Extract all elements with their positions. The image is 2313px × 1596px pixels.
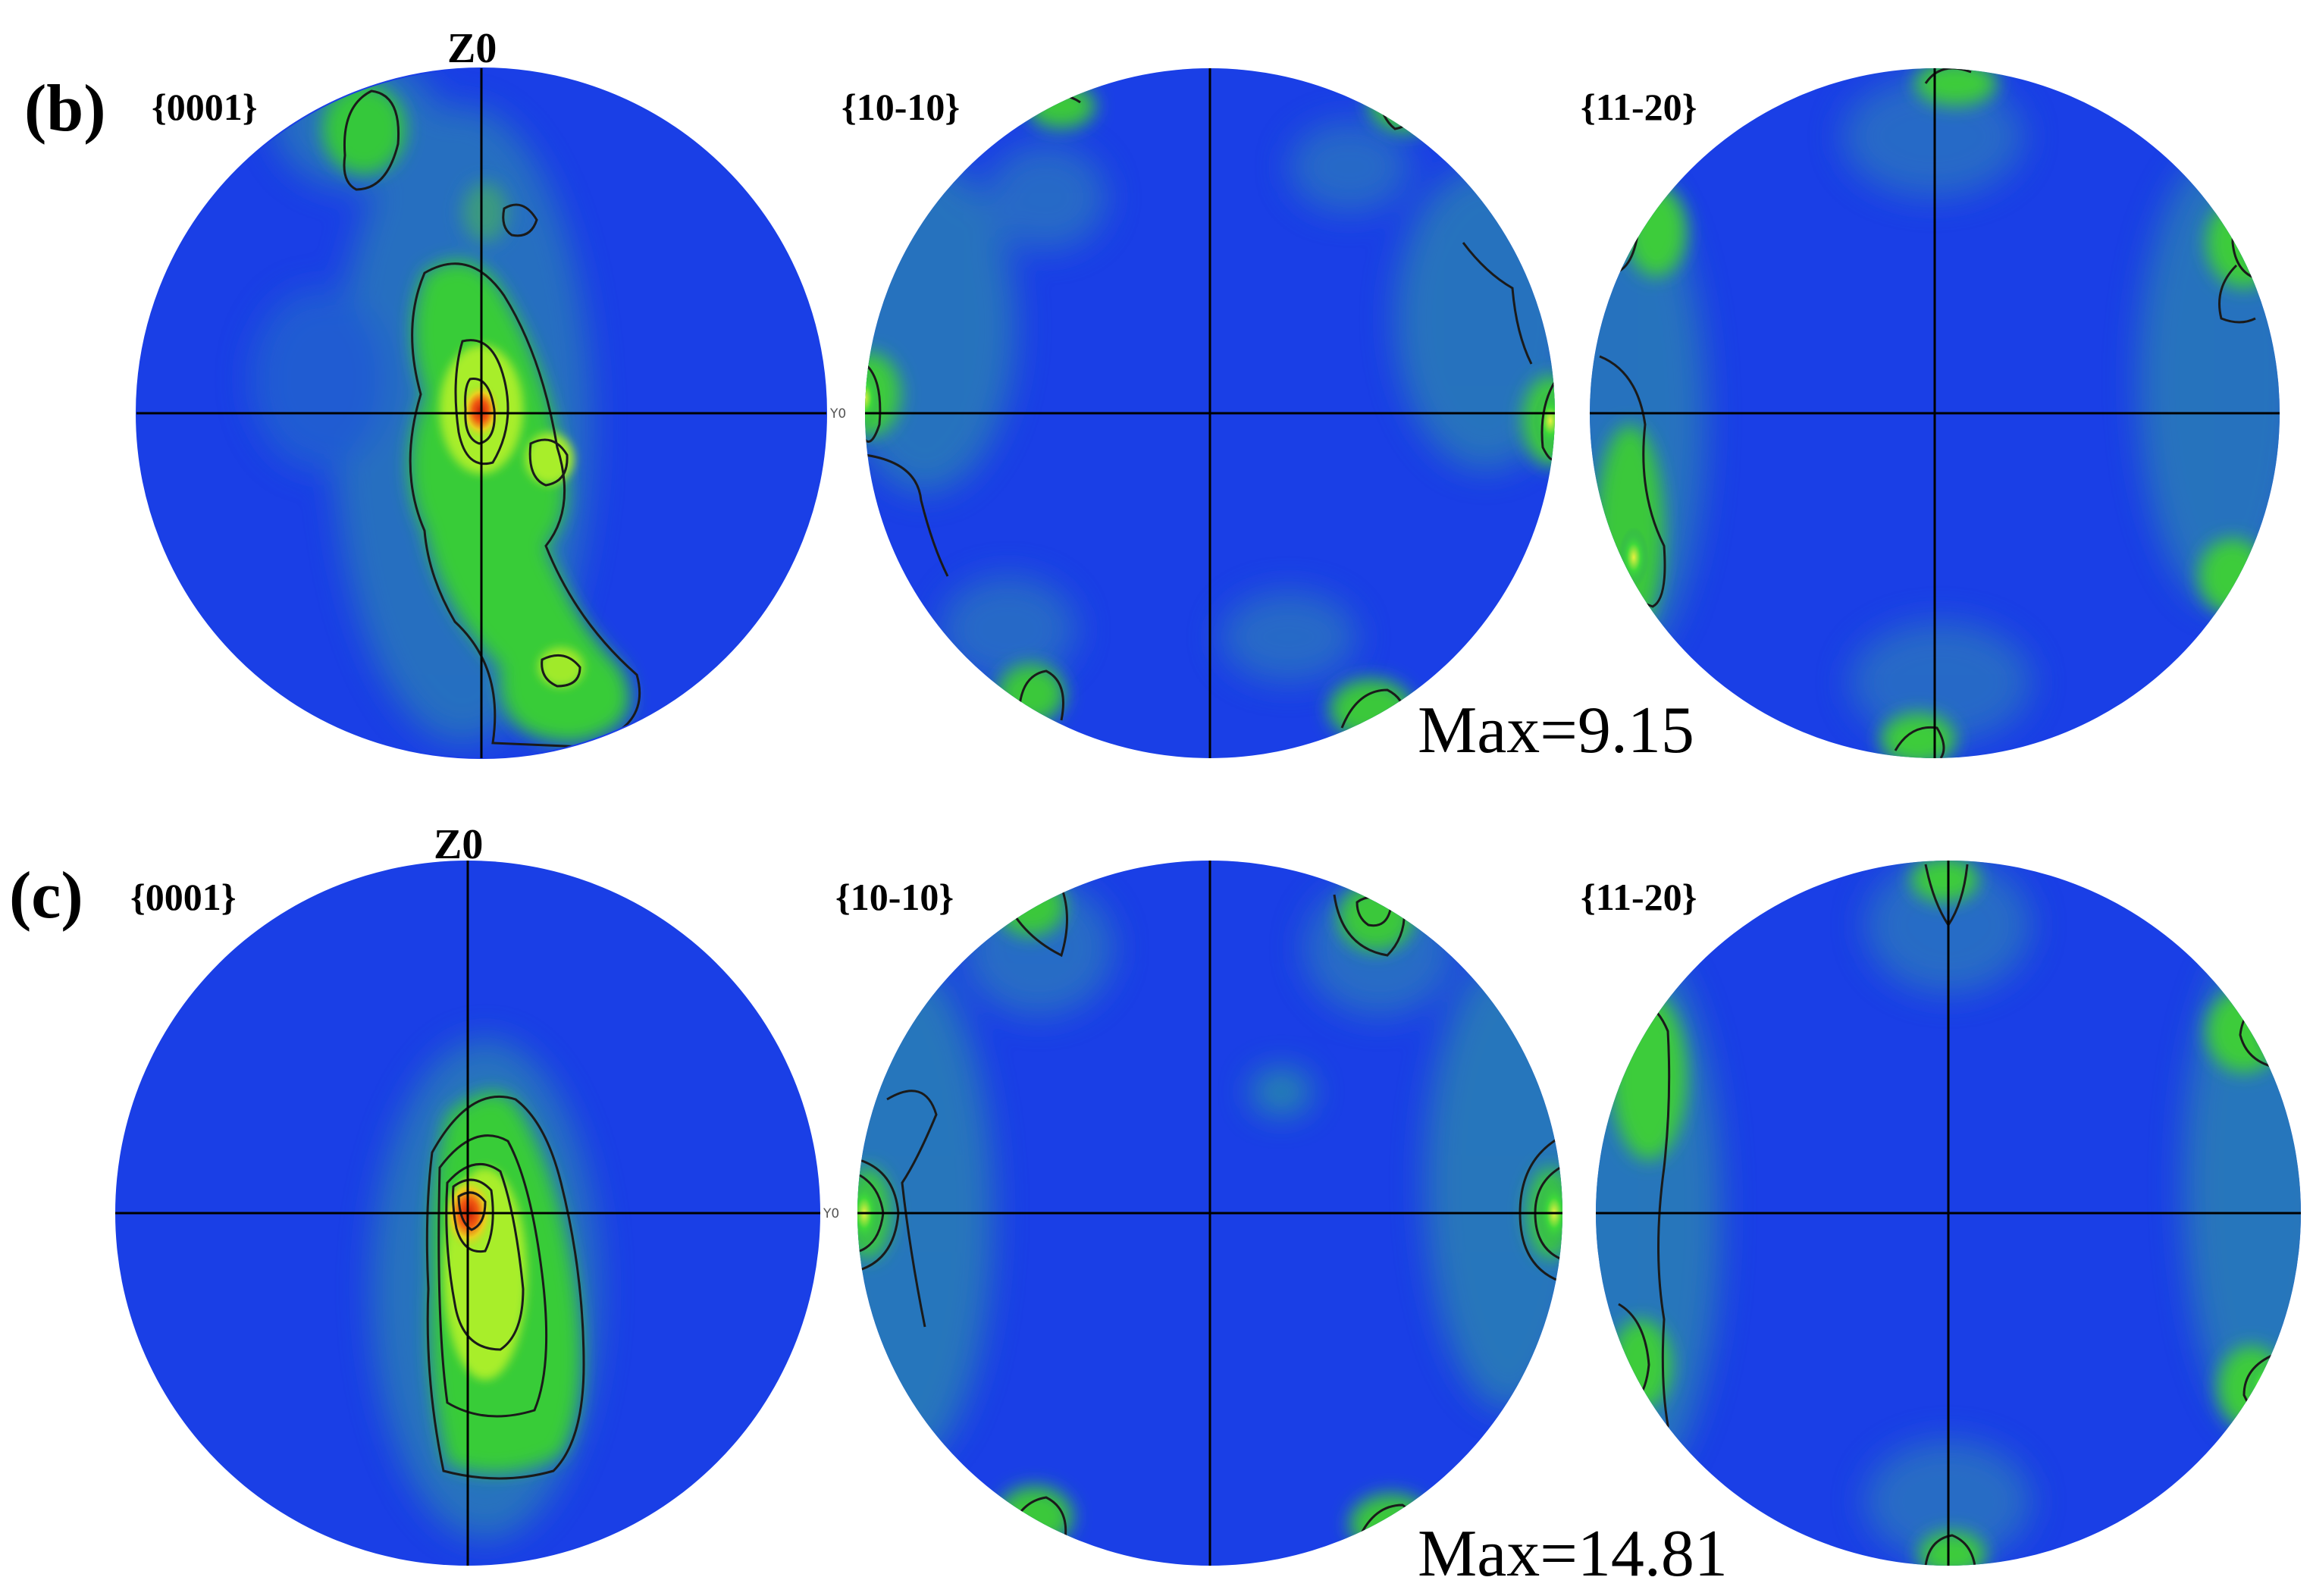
max-label-b: Max=9.15	[1418, 694, 1694, 767]
z0-label-c: Z0	[434, 821, 483, 868]
plane-label-10-10: {10-10}	[842, 86, 960, 128]
z0-label: Z0	[447, 25, 497, 72]
pole-figure-b-11-20	[1590, 68, 2280, 758]
plane-label-11-20-c: {11-20}	[1581, 876, 1697, 918]
pole-figure-c-0001: Y0	[115, 861, 839, 1566]
plane-label-10-10-c: {10-10}	[835, 876, 954, 918]
panel-label-b: (b)	[24, 72, 106, 146]
panel-label-c: (c)	[9, 859, 83, 933]
plane-label-0001-c: {0001}	[130, 876, 236, 918]
pole-figure-c-10-10	[857, 861, 1562, 1566]
plane-label-0001: {0001}	[152, 86, 257, 128]
pole-figure-b-0001: Y0	[136, 67, 846, 759]
pole-figure-b-10-10	[865, 68, 1555, 758]
y0-label-c: Y0	[823, 1206, 839, 1221]
plane-label-11-20: {11-20}	[1581, 86, 1697, 128]
y0-label: Y0	[829, 406, 846, 422]
pole-figure-c-11-20	[1596, 861, 2301, 1566]
max-label-c: Max=14.81	[1418, 1517, 1728, 1591]
